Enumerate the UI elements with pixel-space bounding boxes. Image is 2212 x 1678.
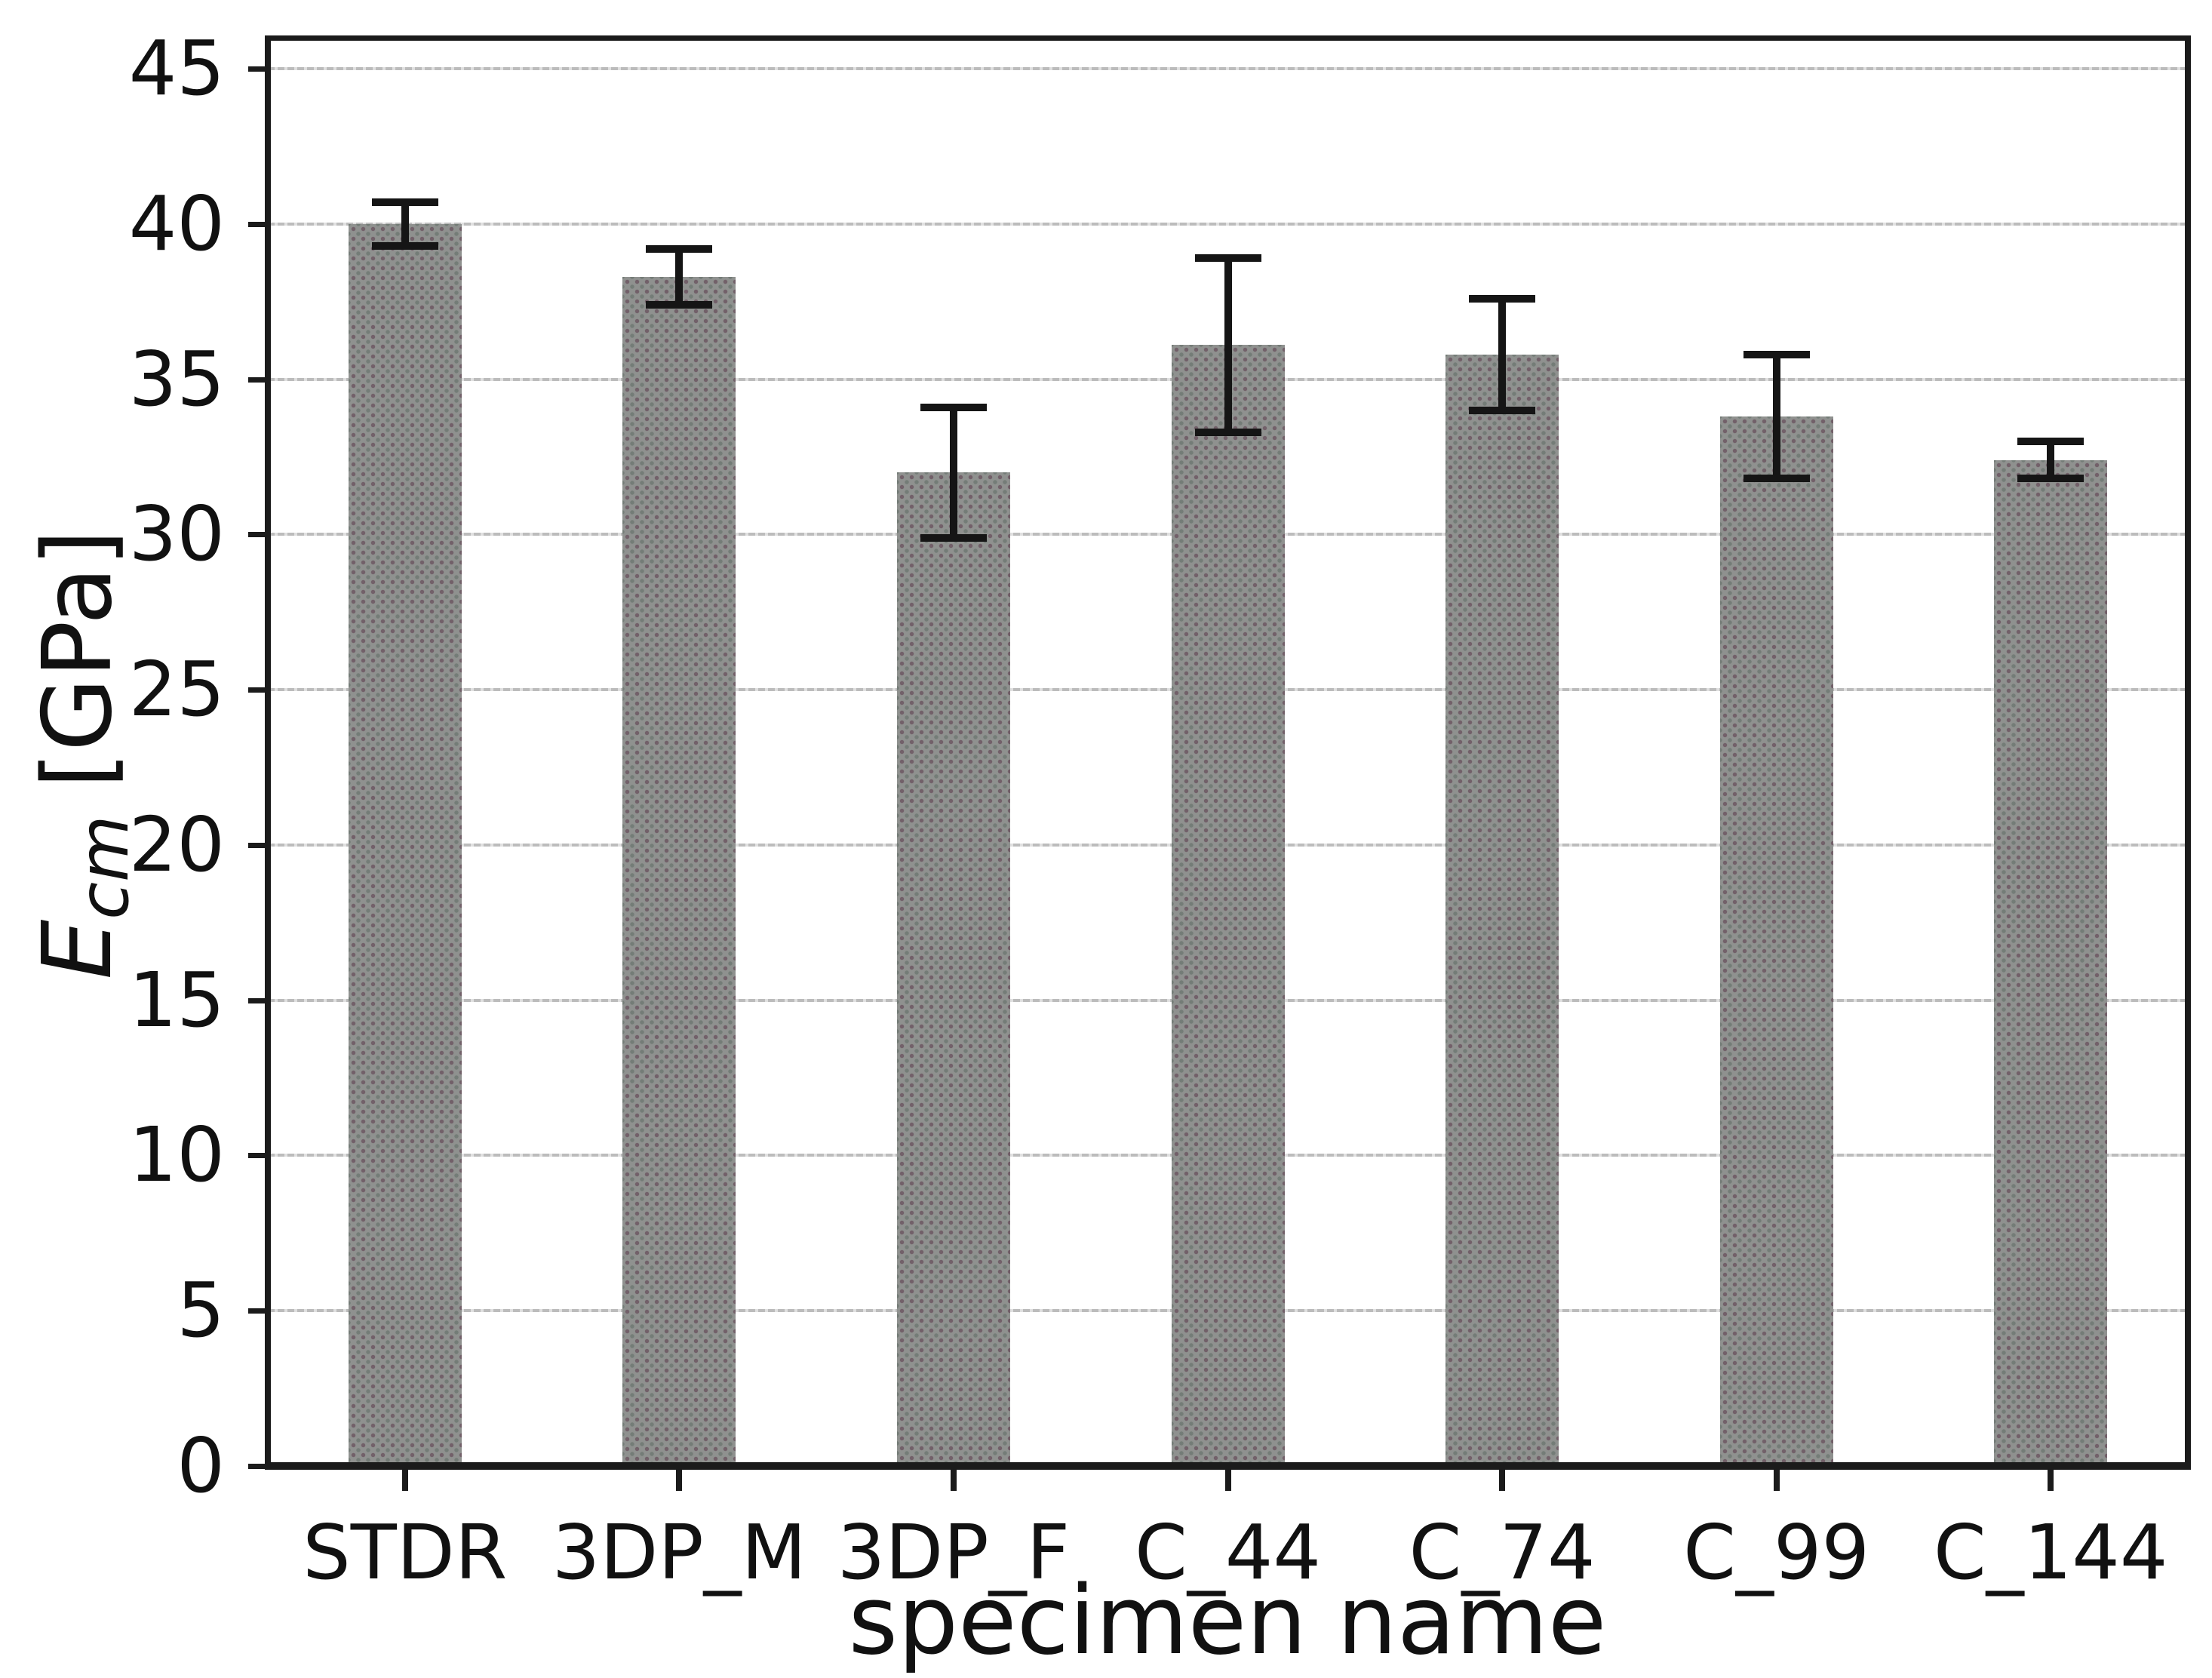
x-tick-STDR [401,1470,408,1491]
error-bar-C_99 [1772,354,1780,479]
y-tick-label-40: 40 [128,179,225,268]
x-tick-label-C_144: C_144 [1933,1508,2168,1597]
y-tick-45 [248,66,268,72]
y-tick-label-35: 35 [128,334,225,423]
error-bar-C_44 [1224,258,1232,432]
error-cap-bottom-3DP_M [646,300,713,309]
bar-C_74 [1445,354,1559,1466]
y-axis-unit: [GPa] [22,529,134,789]
y-axis-symbol: E [22,919,134,980]
bar-C_144 [1994,459,2108,1466]
y-tick-35 [248,376,268,383]
error-bar-STDR [401,202,409,246]
x-tick-3DP_M [676,1470,683,1491]
error-bar-3DP_F [949,407,957,538]
y-axis-subscript: cm [64,815,144,920]
error-cap-top-3DP_M [646,244,713,253]
error-bar-C_144 [2047,441,2055,479]
gridline-40 [268,222,2188,226]
x-tick-label-C_44: C_44 [1134,1508,1322,1597]
y-tick-10 [248,1153,268,1159]
y-tick-5 [248,1308,268,1314]
x-tick-label-STDR: STDR [303,1508,508,1597]
y-axis-title: Ecm [GPa] [22,530,144,980]
y-tick-0 [248,1464,268,1469]
x-tick-C_74 [1499,1470,1506,1491]
error-cap-bottom-C_144 [2017,475,2085,483]
bar-3DP_M [622,276,736,1466]
spine-left [265,35,271,1470]
bar-C_44 [1171,345,1285,1466]
error-cap-top-3DP_F [920,403,987,411]
bar-C_99 [1719,416,1833,1466]
error-cap-bottom-C_99 [1743,475,1810,483]
spine-right [2185,35,2191,1470]
y-tick-20 [248,842,268,848]
y-tick-label-5: 5 [177,1266,225,1355]
x-tick-C_144 [2048,1470,2054,1491]
y-tick-label-25: 25 [128,645,225,734]
y-tick-label-0: 0 [177,1421,225,1510]
x-axis-title: specimen name [848,1565,1607,1676]
error-cap-top-C_99 [1743,350,1810,358]
gridline-45 [268,67,2188,71]
y-tick-15 [248,997,268,1003]
x-tick-C_44 [1224,1470,1231,1491]
x-tick-label-3DP_F: 3DP_F [837,1508,1071,1597]
x-tick-label-3DP_M: 3DP_M [551,1508,806,1597]
x-tick-C_99 [1773,1470,1780,1491]
y-tick-30 [248,532,268,538]
x-tick-3DP_F [950,1470,957,1491]
y-tick-label-30: 30 [128,490,225,579]
error-cap-bottom-C_44 [1194,428,1261,436]
error-cap-top-C_144 [2017,437,2085,445]
bar-STDR [348,223,462,1466]
error-cap-bottom-STDR [371,241,438,250]
error-bar-C_74 [1498,298,1507,410]
spine-top [265,35,2191,41]
error-cap-top-STDR [371,198,438,207]
error-cap-top-C_74 [1469,294,1536,303]
y-tick-label-45: 45 [128,24,225,113]
error-cap-top-C_44 [1194,254,1261,263]
bar-3DP_F [896,472,1010,1466]
y-tick-40 [248,221,268,227]
error-cap-bottom-3DP_F [920,533,987,542]
y-tick-label-10: 10 [128,1111,225,1200]
y-tick-label-15: 15 [128,955,225,1044]
error-cap-bottom-C_74 [1469,406,1536,414]
spine-bottom [265,1462,2191,1470]
y-tick-25 [248,687,268,693]
x-tick-label-C_74: C_74 [1409,1508,1596,1597]
x-tick-label-C_99: C_99 [1683,1508,1870,1597]
y-tick-label-20: 20 [128,800,225,889]
error-bar-3DP_M [675,248,684,305]
